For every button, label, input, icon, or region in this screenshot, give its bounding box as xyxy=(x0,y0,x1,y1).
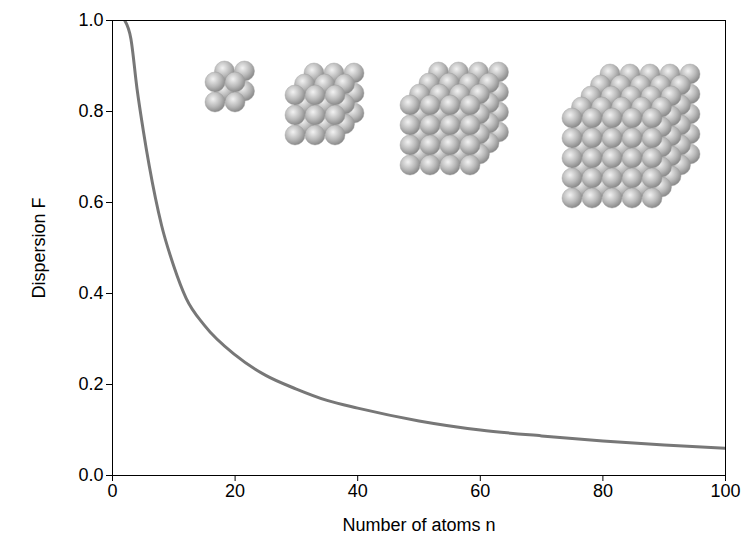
svg-text:60: 60 xyxy=(470,481,490,501)
svg-text:40: 40 xyxy=(348,481,368,501)
svg-text:0.6: 0.6 xyxy=(78,192,103,212)
svg-text:0: 0 xyxy=(107,481,117,501)
svg-text:0.8: 0.8 xyxy=(78,101,103,121)
svg-text:0.0: 0.0 xyxy=(78,465,103,485)
svg-text:100: 100 xyxy=(710,481,740,501)
svg-text:Number of atoms n: Number of atoms n xyxy=(342,515,495,535)
svg-text:0.2: 0.2 xyxy=(78,374,103,394)
svg-text:80: 80 xyxy=(593,481,613,501)
svg-text:1.0: 1.0 xyxy=(78,10,103,30)
svg-text:0.4: 0.4 xyxy=(78,283,103,303)
svg-text:20: 20 xyxy=(225,481,245,501)
svg-text:Dispersion F: Dispersion F xyxy=(29,197,49,298)
